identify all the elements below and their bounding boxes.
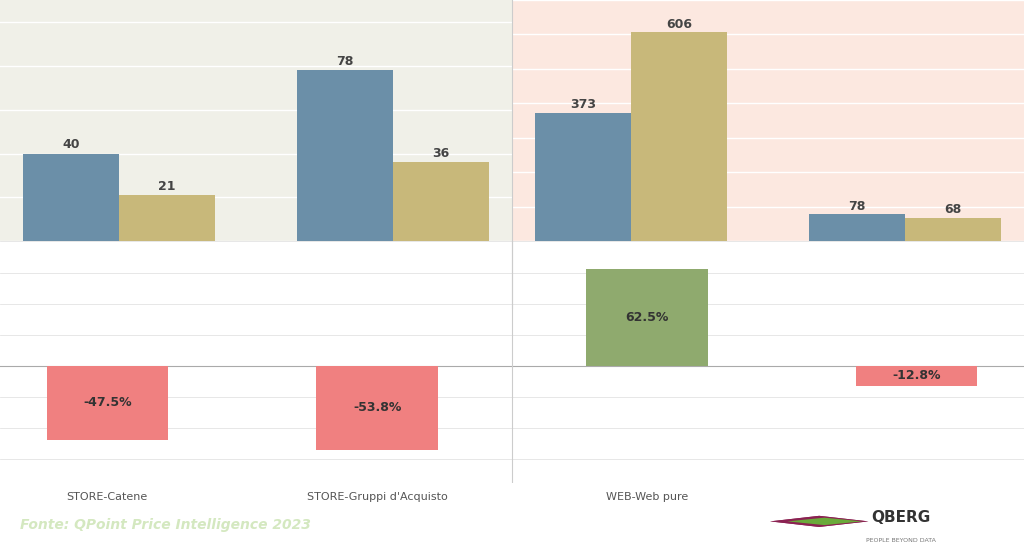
Text: 21: 21 (159, 180, 176, 193)
Text: 78: 78 (336, 55, 353, 68)
Polygon shape (787, 517, 862, 525)
Text: 373: 373 (570, 98, 596, 111)
Bar (536, 113, 631, 241)
Bar (46, 366, 168, 440)
Bar (316, 366, 438, 450)
Bar (905, 218, 1000, 241)
FancyBboxPatch shape (788, 486, 1014, 557)
Polygon shape (770, 516, 868, 527)
Text: QBERG: QBERG (868, 512, 934, 530)
Text: 40: 40 (62, 138, 80, 151)
Text: 36: 36 (432, 147, 450, 160)
Text: 78: 78 (848, 200, 865, 213)
Bar (809, 214, 905, 241)
Text: -12.8%: -12.8% (893, 370, 941, 382)
Polygon shape (770, 516, 868, 527)
Text: -53.8%: -53.8% (353, 402, 401, 414)
Text: PEOPLE BEYOND DATA: PEOPLE BEYOND DATA (862, 542, 940, 548)
Text: Fonte: QPoint Price Intelligence 2023: Fonte: QPoint Price Intelligence 2023 (20, 518, 311, 532)
Legend: Q1-22, Q1-23: Q1-22, Q1-23 (205, 272, 307, 290)
Bar (586, 269, 708, 366)
Polygon shape (787, 517, 862, 525)
Bar (631, 32, 727, 241)
Text: 606: 606 (666, 18, 692, 31)
Text: -47.5%: -47.5% (83, 396, 131, 409)
Bar (297, 70, 393, 241)
Bar (856, 366, 978, 386)
Text: QBERG: QBERG (871, 510, 931, 525)
Bar (393, 162, 488, 241)
Legend: Q1-22, Q1-23: Q1-22, Q1-23 (717, 272, 819, 290)
Text: 68: 68 (944, 203, 962, 216)
Bar (119, 195, 215, 241)
Bar (24, 153, 119, 241)
Text: 62.5%: 62.5% (626, 311, 669, 324)
Text: PEOPLE BEYOND DATA: PEOPLE BEYOND DATA (866, 538, 936, 543)
